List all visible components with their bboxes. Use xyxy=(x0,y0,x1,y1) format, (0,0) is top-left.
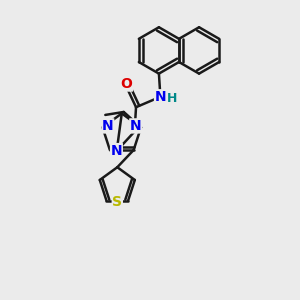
Text: N: N xyxy=(154,90,166,104)
Text: N: N xyxy=(130,119,141,133)
Text: S: S xyxy=(112,195,122,209)
Text: N: N xyxy=(102,119,114,133)
Text: N: N xyxy=(111,144,122,158)
Text: O: O xyxy=(121,77,133,91)
Text: S: S xyxy=(112,144,122,158)
Text: H: H xyxy=(167,92,177,105)
